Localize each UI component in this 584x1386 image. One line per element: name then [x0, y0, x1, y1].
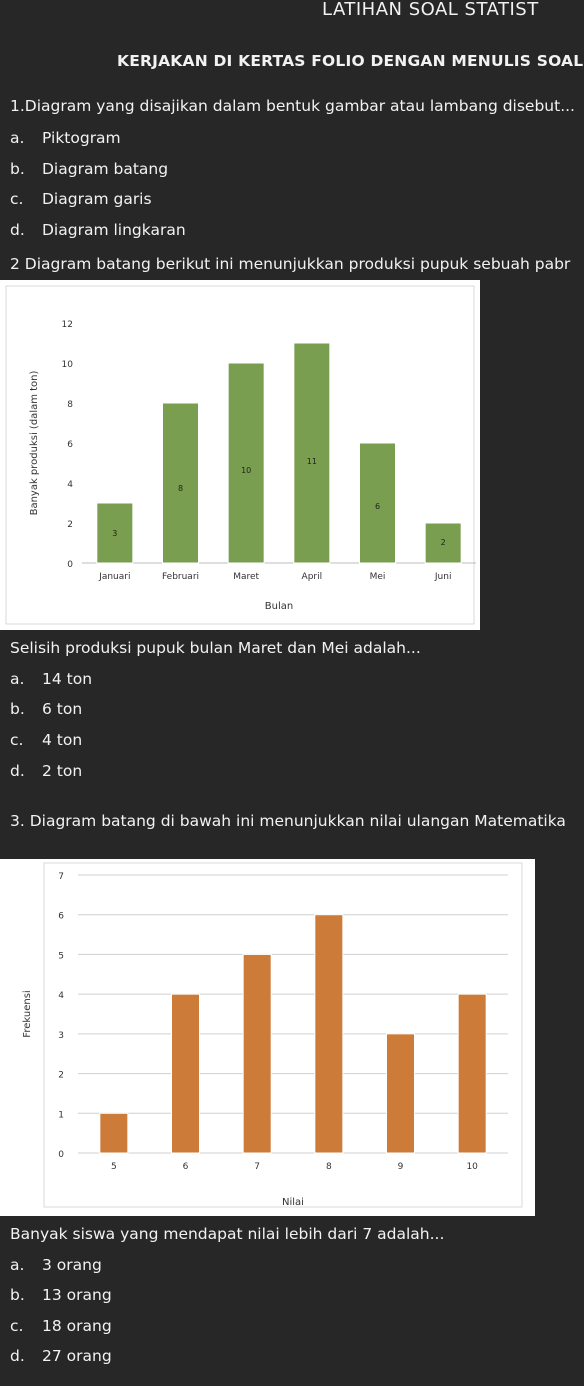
x-tick-label: Juni — [434, 572, 452, 582]
q2-option-b: b. 6 ton — [10, 699, 82, 719]
y-tick-label: 0 — [67, 560, 73, 570]
option-letter: a. — [10, 670, 25, 688]
option-text: 3 orang — [42, 1256, 102, 1274]
y-tick-label: 3 — [58, 1031, 64, 1041]
bar — [242, 953, 272, 1154]
question-1-text: 1.Diagram yang disajikan dalam bentuk ga… — [10, 97, 575, 115]
q1-option-b: b. Diagram batang — [10, 159, 168, 179]
q2-option-a: a. 14 ton — [10, 669, 92, 689]
option-letter: c. — [10, 190, 24, 208]
x-tick-label: 10 — [466, 1162, 478, 1172]
x-tick-label: 9 — [398, 1162, 404, 1172]
option-letter: d. — [10, 762, 25, 780]
bar — [96, 502, 134, 564]
bar — [386, 1033, 415, 1154]
chart-pupuk-svg: 0 2 4 6 8 10 12 Januari 3 Februari 8 Maret 10 April 11… — [5, 285, 476, 625]
q3-option-a: a. 3 orang — [10, 1255, 102, 1275]
q1-option-c: c. Diagram garis — [10, 189, 152, 209]
option-text: Diagram garis — [42, 190, 152, 208]
bar — [293, 342, 331, 564]
bar — [424, 522, 462, 564]
y-tick-label: 10 — [62, 360, 74, 370]
data-label: 11 — [307, 457, 317, 466]
question-2-text: 2 Diagram batang berikut ini menunjukkan… — [10, 255, 571, 273]
q3-option-b: b. 13 orang — [10, 1285, 112, 1305]
y-tick-label: 4 — [58, 991, 64, 1001]
x-tick-label: Januari — [98, 572, 130, 582]
y-tick-label: 5 — [58, 951, 64, 961]
chart-nilai-svg: 0 1 2 3 4 5 6 7 5 6 7 8 9 10 Nilai Frekuensi — [22, 862, 523, 1208]
option-text: Diagram lingkaran — [42, 221, 186, 239]
page-title: LATIHAN SOAL STATIST — [322, 0, 539, 20]
data-label: 6 — [375, 502, 380, 511]
bar — [314, 914, 344, 1154]
option-letter: a. — [10, 129, 25, 147]
bar — [359, 442, 396, 564]
option-text: 18 orang — [42, 1317, 112, 1335]
data-label: 3 — [112, 529, 117, 538]
option-text: Piktogram — [42, 129, 121, 147]
option-letter: d. — [10, 1347, 25, 1365]
x-tick-label: April — [302, 572, 323, 582]
option-letter: d. — [10, 221, 25, 239]
plot-area-border — [43, 862, 523, 1208]
data-label: 2 — [441, 538, 446, 547]
bar — [457, 993, 487, 1154]
q1-option-d: d. Diagram lingkaran — [10, 220, 186, 240]
q1-option-a: a. Piktogram — [10, 128, 121, 148]
chart-nilai: 0 1 2 3 4 5 6 7 5 6 7 8 9 10 Nilai Frekuensi — [0, 859, 535, 1216]
option-letter: b. — [10, 700, 25, 718]
bar — [227, 362, 265, 564]
x-axis-title: Nilai — [282, 1197, 304, 1208]
option-letter: c. — [10, 731, 24, 749]
question-3-question: Banyak siswa yang mendapat nilai lebih d… — [10, 1225, 445, 1243]
y-tick-label: 2 — [58, 1071, 64, 1081]
data-label: 10 — [241, 466, 251, 475]
option-letter: b. — [10, 1286, 25, 1304]
x-tick-label: 6 — [183, 1162, 189, 1172]
option-text: Diagram batang — [42, 160, 169, 178]
option-text: 6 ton — [42, 700, 83, 718]
y-axis-title: Frekuensi — [22, 990, 33, 1037]
option-text: 4 ton — [42, 731, 83, 749]
question-2-question: Selisih produksi pupuk bulan Maret dan M… — [10, 639, 421, 657]
x-tick-label: 8 — [326, 1162, 332, 1172]
q2-option-d: d. 2 ton — [10, 761, 82, 781]
y-tick-label: 0 — [58, 1150, 64, 1160]
y-tick-label: 4 — [67, 480, 73, 490]
y-tick-label: 6 — [67, 440, 73, 450]
q3-option-d: d. 27 orang — [10, 1346, 112, 1366]
y-tick-label: 12 — [62, 320, 73, 330]
x-axis-title: Bulan — [265, 601, 293, 612]
option-text: 2 ton — [42, 762, 83, 780]
bar — [171, 993, 200, 1154]
x-tick-label: 5 — [111, 1162, 117, 1172]
y-tick-label: 1 — [58, 1110, 64, 1120]
option-letter: a. — [10, 1256, 25, 1274]
x-tick-label: Mei — [370, 572, 386, 582]
bar — [99, 1112, 129, 1154]
q3-option-c: c. 18 orang — [10, 1316, 112, 1336]
option-letter: c. — [10, 1317, 24, 1335]
instruction-text: KERJAKAN DI KERTAS FOLIO DENGAN MENULIS … — [117, 52, 584, 70]
option-text: 27 orang — [42, 1347, 112, 1365]
y-axis-title: Banyak produksi (dalam ton) — [29, 370, 40, 515]
y-tick-label: 7 — [58, 872, 64, 882]
option-text: 13 orang — [42, 1286, 112, 1304]
x-tick-label: 7 — [254, 1162, 260, 1172]
chart-pupuk: 0 2 4 6 8 10 12 Januari 3 Februari 8 Maret 10 April 11… — [0, 280, 480, 630]
data-label: 8 — [178, 484, 183, 493]
y-tick-label: 6 — [58, 912, 64, 922]
bar — [162, 402, 199, 564]
y-tick-label: 2 — [67, 520, 73, 530]
option-text: 14 ton — [42, 670, 93, 688]
x-tick-label: Maret — [233, 572, 259, 582]
x-tick-label: Februari — [162, 572, 199, 582]
option-letter: b. — [10, 160, 25, 178]
plot-area-border — [5, 285, 475, 625]
q2-option-c: c. 4 ton — [10, 730, 82, 750]
y-tick-label: 8 — [67, 400, 73, 410]
question-3-text: 3. Diagram batang di bawah ini menunjukk… — [10, 812, 566, 830]
